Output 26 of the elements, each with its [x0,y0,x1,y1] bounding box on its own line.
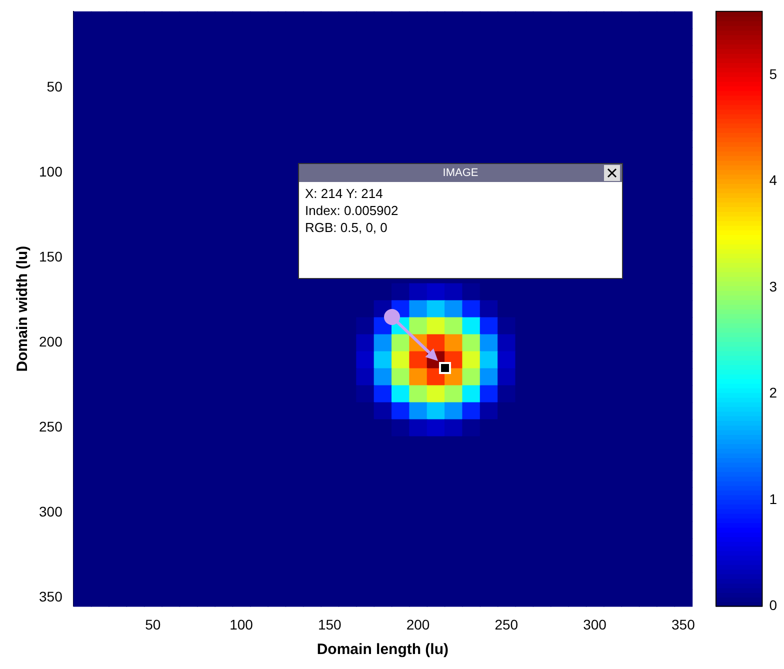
color-bar-label: 1 [769,490,778,507]
y-tick-label: 150 [39,248,63,265]
color-bar-label: 0 [769,597,778,614]
x-tick-label: 100 [230,616,254,632]
y-tick-label: 250 [39,418,63,435]
annotation: X: 214 Y: 214 [305,185,384,202]
annotation: IMAGE [442,167,478,179]
color-bar-label: 5 [769,66,778,82]
y-axis-title: Domain width (lu) [14,246,32,372]
y-tick-label: 200 [39,334,63,350]
y-tick-label: 50 [46,78,63,95]
x-tick-label: 250 [494,616,518,632]
annotation: Index: 0.005902 [305,202,400,219]
x-tick-label: 150 [318,616,342,632]
x-tick-label: 200 [406,616,430,632]
color-bar-label: 4 [769,172,778,188]
y-tick-label: 300 [39,504,63,520]
y-tick-label: 350 [39,588,63,605]
annotation: RGB: 0.5, 0, 0 [305,219,388,236]
x-tick-label: 350 [671,616,696,632]
color-bar-label: 2 [769,384,778,401]
color-bar-label: 3 [769,278,778,294]
y-tick-label: 100 [39,164,63,180]
x-axis-title: Domain length (lu) [316,641,449,658]
x-tick-label: 300 [583,616,607,632]
x-tick-label: 50 [145,616,161,632]
